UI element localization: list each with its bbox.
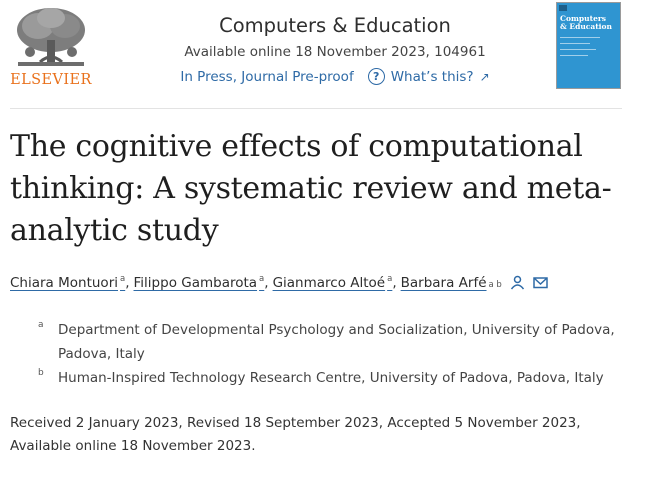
article-title: The cognitive effects of computational t…	[10, 129, 612, 248]
author-separator: ,	[125, 275, 130, 291]
affiliation-letter: b	[38, 368, 44, 378]
cover-decoration	[560, 43, 590, 44]
cover-decoration	[560, 55, 588, 56]
author-affil-sup: a	[120, 274, 126, 284]
cover-title-line2: & Education	[560, 22, 612, 31]
author-name: Gianmarco Altoé	[272, 275, 386, 291]
cover-decoration	[560, 37, 600, 38]
affiliation-text: Department of Developmental Psychology a…	[58, 322, 615, 362]
author-link[interactable]: Filippo Gambarota a	[134, 274, 265, 291]
journal-cover-thumbnail[interactable]: Computers & Education	[556, 2, 621, 89]
affiliations: a Department of Developmental Psychology…	[38, 318, 628, 390]
author-affil-sup: a	[259, 274, 265, 284]
whats-this-label: What’s this?	[390, 68, 474, 85]
cover-decoration	[560, 49, 596, 50]
cover-publisher-mark	[559, 5, 567, 11]
author-list: Chiara Montuori a, Filippo Gambarota a, Gi…	[10, 272, 630, 291]
header-divider	[10, 108, 622, 109]
author-name: Barbara Arfé	[400, 275, 487, 291]
cover-title: Computers & Education	[560, 15, 612, 31]
elsevier-wordmark: ELSEVIER	[10, 72, 92, 88]
author-name: Chiara Montuori	[10, 275, 118, 291]
elsevier-tree-icon	[10, 4, 92, 72]
arrow-up-right-icon: ↗	[479, 69, 490, 84]
question-circle-icon: ?	[367, 68, 385, 85]
mail-icon[interactable]	[533, 276, 548, 289]
journal-status-row: In Press, Journal Pre-proof ? What’s thi…	[150, 68, 520, 85]
person-icon[interactable]	[510, 275, 525, 290]
author-link[interactable]: Barbara Arfé	[401, 275, 487, 291]
affiliation-letter: a	[38, 320, 44, 330]
affiliation-item: b Human-Inspired Technology Research Cen…	[38, 366, 628, 390]
in-press-link[interactable]: In Press, Journal Pre-proof	[180, 68, 354, 85]
corresponding-author-icons	[510, 275, 548, 290]
elsevier-logo[interactable]: ELSEVIER	[10, 4, 92, 90]
journal-availability: Available online 18 November 2023, 10496…	[184, 44, 486, 60]
author-link[interactable]: Gianmarco Altoé a	[273, 274, 393, 291]
journal-name[interactable]: Computers & Education	[219, 14, 451, 37]
author-name: Filippo Gambarota	[133, 275, 258, 291]
affiliation-text: Human-Inspired Technology Research Centr…	[58, 370, 604, 386]
article-history: Received 2 January 2023, Revised 18 Sept…	[10, 415, 581, 454]
author-separator: ,	[264, 275, 269, 291]
author-separator: ,	[392, 275, 397, 291]
affiliation-item: a Department of Developmental Psychology…	[38, 318, 628, 366]
author-affil-sup: a	[387, 274, 393, 284]
whats-this-link[interactable]: ? What’s this? ↗	[367, 68, 490, 85]
author-link[interactable]: Chiara Montuori a	[10, 274, 125, 291]
cover-title-line1: Computers	[560, 14, 607, 23]
author-affil-sup: a b	[488, 280, 502, 290]
